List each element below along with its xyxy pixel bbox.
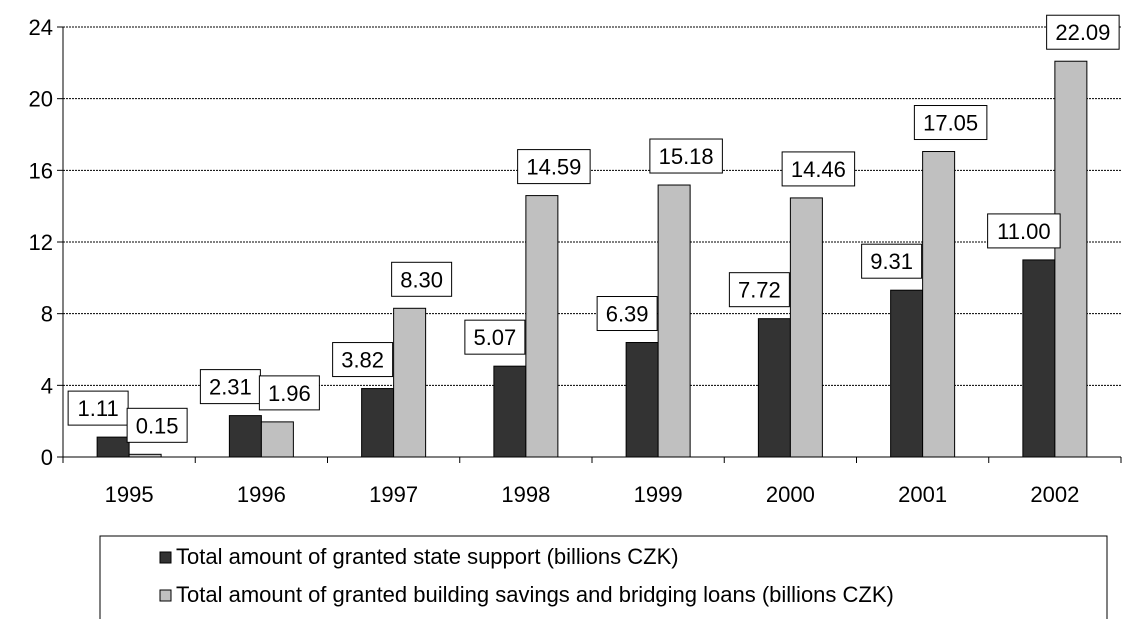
bar-series-2 — [657, 184, 691, 458]
x-tick-label: 2000 — [766, 482, 815, 507]
legend: Total amount of granted state support (b… — [99, 535, 1108, 619]
legend-label: Total amount of granted building savings… — [176, 582, 894, 607]
legend-label: Total amount of granted state support (b… — [176, 544, 679, 569]
bar-series-2 — [922, 151, 956, 458]
y-tick-label: 0 — [41, 445, 53, 470]
x-tick-label: 2002 — [1030, 482, 1079, 507]
data-label-box — [781, 151, 856, 187]
bar-series-1 — [493, 365, 527, 458]
data-label-box — [391, 261, 453, 297]
data-label-box — [596, 296, 658, 332]
data-label: 5.07 — [473, 325, 516, 350]
x-tick-label: 1998 — [501, 482, 550, 507]
data-label: 7.72 — [738, 278, 781, 303]
y-tick-label: 24 — [29, 15, 53, 40]
bars — [96, 60, 1088, 458]
data-label: 11.00 — [997, 219, 1050, 244]
data-label: 14.46 — [791, 157, 846, 182]
data-label-box — [199, 369, 261, 405]
data-label: 15.18 — [659, 144, 714, 169]
data-label: 22.09 — [1055, 20, 1110, 45]
data-label-box — [728, 272, 790, 308]
data-label-box — [861, 243, 923, 279]
x-axis: 1995 1996 1997 1998 1999 2000 2001 2002 — [62, 456, 1122, 507]
x-tick-label: 2001 — [898, 482, 947, 507]
y-tick-label: 16 — [29, 158, 53, 183]
data-label-box — [464, 319, 526, 355]
data-label: 2.31 — [209, 375, 252, 400]
data-labels: 1.11 2.31 3.82 5.07 6.39 7.72 9.31 11.00 0.15 1.9… — [67, 14, 1120, 443]
data-label-box — [1046, 14, 1120, 50]
bar-series-2 — [525, 195, 559, 458]
x-tick-label: 1999 — [634, 482, 683, 507]
data-label-box — [332, 342, 394, 378]
bar-series-2 — [393, 307, 427, 458]
bar-series-1 — [625, 342, 659, 458]
bar-series-1 — [361, 388, 395, 458]
data-label: 3.82 — [341, 348, 384, 373]
bar-series-2 — [128, 453, 162, 458]
bar-series-2 — [260, 421, 294, 458]
x-tick-label: 1995 — [105, 482, 154, 507]
gridlines — [63, 26, 1121, 386]
legend-box — [99, 535, 1108, 619]
data-label-box — [517, 149, 591, 185]
bar-series-1 — [757, 318, 791, 458]
data-label-box — [649, 138, 723, 174]
y-tick-label: 12 — [29, 230, 53, 255]
y-axis: 0 4 8 12 16 20 24 — [29, 15, 64, 470]
data-label: 1.96 — [268, 381, 311, 406]
data-label: 6.39 — [606, 302, 649, 327]
y-tick-label: 8 — [41, 302, 53, 327]
bar-series-2 — [789, 197, 823, 458]
x-tick-label: 1996 — [237, 482, 286, 507]
legend-swatch — [159, 589, 172, 602]
data-label-box — [258, 375, 320, 411]
bar-series-1 — [890, 289, 924, 458]
data-label: 8.30 — [400, 267, 443, 292]
bar-series-1 — [96, 436, 130, 458]
data-label: 1.11 — [78, 396, 119, 421]
data-label-box — [126, 407, 188, 443]
data-label-box — [987, 213, 1061, 249]
bar-series-2 — [1054, 60, 1088, 458]
y-tick-label: 4 — [41, 373, 53, 398]
bar-series-1 — [1022, 259, 1056, 458]
data-label: 17.05 — [923, 111, 978, 136]
data-label-box — [913, 105, 988, 141]
legend-swatch — [159, 551, 172, 564]
bar-series-1 — [228, 415, 262, 458]
y-tick-label: 20 — [29, 87, 53, 112]
data-label: 14.59 — [526, 155, 581, 180]
data-label: 9.31 — [870, 249, 913, 274]
x-tick-label: 1997 — [369, 482, 418, 507]
data-label: 0.15 — [136, 413, 179, 438]
